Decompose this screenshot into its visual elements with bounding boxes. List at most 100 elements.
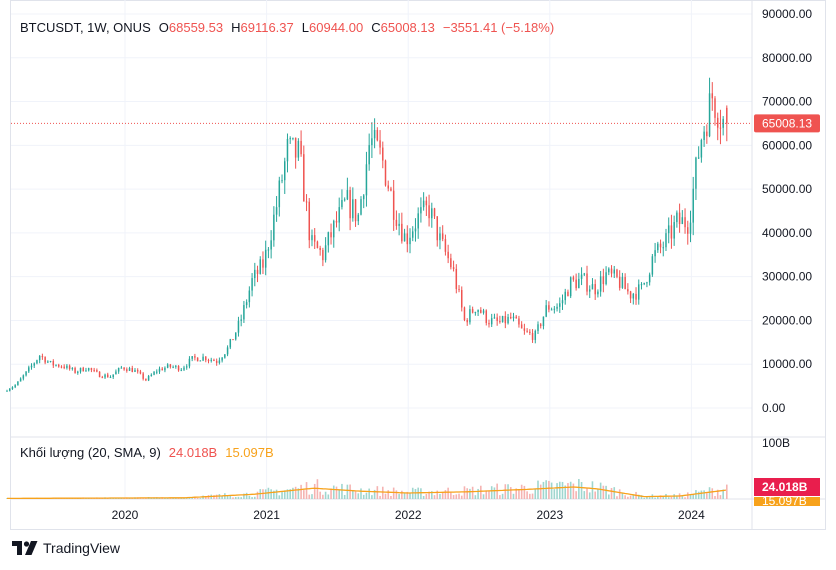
- candle-body: [474, 312, 477, 314]
- time-tick-label: 2020: [112, 508, 139, 522]
- volume-bar: [537, 480, 539, 499]
- candle-body: [569, 277, 572, 297]
- volume-bar: [460, 495, 463, 499]
- candle-body: [706, 131, 708, 137]
- volume-bar: [686, 492, 689, 499]
- candle-body: [17, 381, 19, 386]
- candle-body: [213, 359, 215, 361]
- volume-value-tag-label: 24.018B: [762, 480, 808, 494]
- candle-body: [646, 282, 648, 284]
- time-scale[interactable]: 2020 2021 2022 2023 2024: [112, 508, 705, 522]
- candle-body: [82, 367, 84, 372]
- candle-body: [289, 138, 291, 140]
- low-value: 60944.00: [309, 20, 364, 35]
- price-scale[interactable]: 90000.00 80000.00 70000.00 60000.00 50000.00…: [762, 7, 812, 415]
- candle-body: [341, 200, 343, 208]
- candle-body: [444, 239, 447, 252]
- candle-body: [150, 374, 153, 377]
- candle-body: [308, 201, 311, 241]
- candle-body: [670, 225, 673, 239]
- candle-body: [319, 247, 321, 250]
- volume-bar: [357, 493, 360, 499]
- candle-body: [414, 228, 417, 232]
- candle-body: [134, 370, 136, 372]
- candle-body: [403, 233, 406, 242]
- candle-body: [210, 359, 212, 361]
- volume-bar: [482, 494, 485, 499]
- candle-body: [126, 369, 128, 371]
- close-label: C: [371, 20, 381, 35]
- candle-body: [695, 157, 697, 189]
- candle-body: [567, 291, 569, 297]
- candle-body: [128, 368, 131, 371]
- candle-body: [131, 368, 134, 372]
- candle-body: [147, 376, 150, 381]
- volume-bar: [319, 491, 321, 499]
- volume-bar: [199, 498, 202, 499]
- candle-body: [164, 367, 166, 371]
- volume-bar: [602, 485, 605, 499]
- candle-body: [428, 205, 430, 219]
- candle-body: [499, 320, 501, 323]
- volume-bar: [373, 489, 376, 499]
- candle-body: [697, 157, 700, 159]
- candle-body: [398, 223, 400, 226]
- last-price-label: 65008.13: [762, 116, 812, 130]
- candle-body: [422, 200, 425, 208]
- candle-body: [11, 387, 14, 389]
- tradingview-logo[interactable]: TradingView: [12, 540, 120, 556]
- candle-body: [621, 277, 624, 288]
- candle-body: [578, 278, 580, 289]
- candle-body: [8, 388, 11, 391]
- volume-value-tag: [754, 478, 820, 496]
- volume-bar: [586, 488, 588, 499]
- candle-body: [185, 366, 188, 368]
- volume-bar: [226, 495, 229, 499]
- candle-body: [232, 339, 234, 341]
- candle-body: [194, 356, 196, 358]
- chart-frame[interactable]: [10, 0, 826, 530]
- change-value: −3551.41 (−5.18%): [442, 20, 555, 35]
- candle-body: [71, 368, 74, 370]
- volume-bar: [458, 493, 460, 499]
- volume-bar: [667, 497, 670, 499]
- candle-body: [36, 360, 38, 364]
- price-legend: BTCUSDT, 1W, ONUS O68559.53 H69116.37 L6094…: [20, 20, 554, 35]
- candle-body: [52, 361, 55, 366]
- candle-body: [534, 330, 537, 340]
- candle-body: [471, 309, 474, 313]
- candle-body: [303, 154, 305, 202]
- candle-body: [224, 354, 226, 358]
- volume-bar: [264, 489, 267, 499]
- candle-body: [629, 291, 632, 299]
- volume-bar: [539, 484, 542, 499]
- volume-bar: [303, 490, 305, 499]
- volume-bar: [646, 496, 648, 499]
- volume-bar: [569, 481, 572, 499]
- price-tick-label: 10000.00: [762, 357, 812, 371]
- volume-bar: [433, 495, 436, 499]
- candle-body: [539, 324, 542, 327]
- candle-body: [191, 356, 193, 359]
- volume-sma-value: 15.097B: [225, 445, 274, 460]
- candle-body: [597, 291, 599, 295]
- volume-bar: [594, 491, 596, 499]
- candle-body: [234, 332, 237, 340]
- candle-body: [240, 319, 242, 321]
- candle-body: [485, 310, 488, 323]
- candle-body: [382, 147, 384, 161]
- volume-bar: [490, 486, 493, 499]
- volume-bar: [311, 494, 313, 499]
- candle-body: [107, 374, 109, 378]
- candle-body: [327, 232, 330, 246]
- candle-body: [112, 374, 114, 378]
- candle-body: [172, 366, 174, 368]
- volume-bar: [474, 495, 477, 499]
- volume-bar: [349, 484, 351, 499]
- volume-bar: [376, 486, 379, 499]
- candle-body: [311, 235, 313, 241]
- candle-body: [553, 308, 556, 310]
- candle-body: [365, 164, 368, 196]
- volume-bar: [313, 483, 316, 499]
